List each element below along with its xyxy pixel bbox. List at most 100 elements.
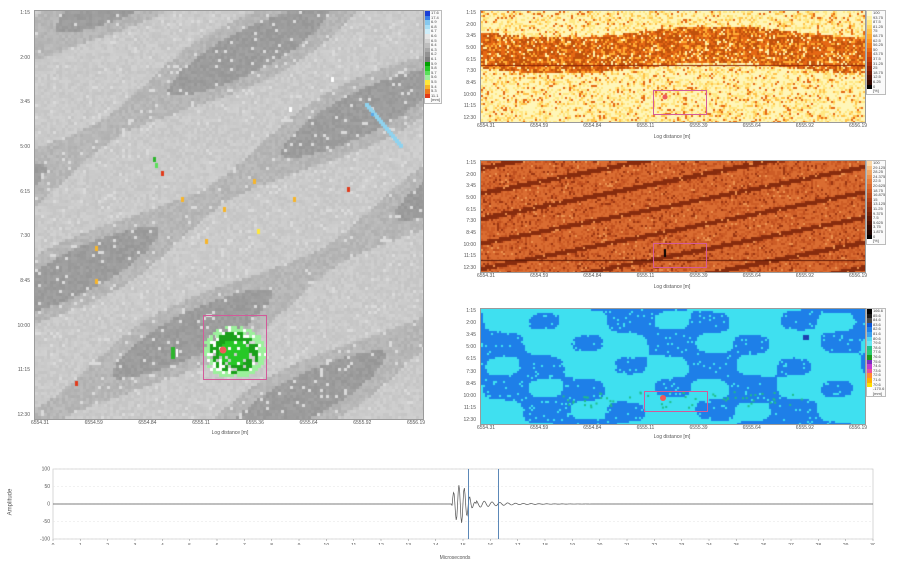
ttime-x-tick: 6555.92 — [795, 273, 814, 279]
waveform-x-tick: 9 — [298, 543, 301, 545]
ttime-canvas[interactable] — [481, 161, 865, 272]
amplitude-legend-label: 100 — [873, 10, 880, 15]
radius-legend-label: 80.6 — [873, 335, 881, 341]
ttime-legend-swatch — [867, 206, 872, 212]
amplitude-x-tick: 6555.92 — [795, 123, 814, 129]
waveform-x-tick: 13 — [406, 543, 412, 545]
amplitude-legend-label: [%] — [873, 88, 879, 94]
main-legend-label: 17.6 — [431, 10, 439, 15]
amplitude-legend-swatch — [867, 70, 872, 76]
radius-legend-entry: 81.6 — [867, 331, 885, 337]
main-legend-swatch — [425, 24, 430, 30]
main-legend-label: 5.9 — [431, 60, 437, 66]
amplitude-legend-entry: 31.25 — [867, 61, 885, 67]
main-x-tick: 6556.19 — [406, 420, 426, 426]
main-y-tick: 5:00 — [20, 144, 30, 150]
main-legend-entry: 6.4 — [425, 43, 441, 48]
main-legend-swatch — [425, 75, 430, 80]
amplitude-legend-swatch — [867, 79, 872, 85]
waveform-y-label: Amplitude — [7, 488, 14, 516]
radius-legend-label: 76.6 — [873, 353, 881, 359]
amplitude-x-tick: 6554.31 — [476, 123, 496, 129]
amplitude-x-tick: 6555.64 — [742, 123, 761, 129]
radius-legend-entry: -170.6 — [867, 386, 885, 392]
amplitude-legend-swatch — [867, 33, 872, 39]
amplitude-legend-label: 81.25 — [873, 23, 884, 29]
selection-box[interactable] — [203, 315, 267, 380]
ttime-legend-label: 22.5 — [873, 178, 881, 184]
waveform-y-tick: 100 — [42, 467, 51, 473]
amplitude-x-tick: 6556.19 — [848, 123, 868, 129]
waveform-x-tick: 21 — [624, 543, 630, 545]
ttime-x-tick: 6555.64 — [742, 273, 761, 279]
main-legend-label: 6.3 — [431, 46, 437, 52]
ttime-plot[interactable] — [480, 160, 866, 273]
waveform-x-tick: 1 — [79, 543, 82, 545]
ttime-legend-swatch — [867, 225, 872, 230]
amplitude-legend-label: 56.25 — [873, 42, 884, 48]
radius-canvas[interactable] — [481, 309, 865, 424]
main-legend-swatch — [425, 56, 430, 62]
ttime-legend-entry: 15 — [867, 197, 885, 203]
waveform-plot[interactable]: 100500-50-100012345678910111213141516171… — [25, 465, 875, 545]
main-legend-label: 6.1 — [431, 55, 437, 61]
waveform-x-tick: 14 — [433, 543, 439, 545]
radius-legend-entry: 71.6 — [867, 377, 885, 383]
main-legend-label: 6.7 — [431, 28, 437, 34]
main-plot[interactable] — [34, 10, 424, 420]
amplitude-legend-swatch — [867, 43, 872, 48]
waveform-y-tick: -50 — [43, 519, 50, 525]
radius-legend-entry: 82.6 — [867, 327, 885, 332]
main-legend-label: 5.8 — [431, 65, 437, 71]
amplitude-legend-entry: 87.5 — [867, 20, 885, 25]
amplitude-canvas[interactable] — [481, 11, 865, 122]
pin-marker-icon[interactable] — [219, 346, 227, 354]
ttime-y-tick: 12:30 — [463, 265, 476, 271]
ttime-x-label: Log distance [m] — [653, 284, 691, 290]
ttime-legend-label: 0 — [873, 233, 876, 239]
amplitude-selection-box[interactable] — [653, 90, 707, 115]
ttime-legend-swatch — [867, 229, 872, 235]
amplitude-legend-swatch — [867, 66, 872, 71]
main-legend-swatch — [425, 52, 430, 57]
main-legend-entry: 5.6 — [425, 75, 441, 80]
amplitude-x-label: Log distance [m] — [653, 134, 691, 140]
ttime-legend-swatch — [867, 165, 872, 171]
main-y-tick: 10:00 — [17, 322, 30, 329]
amplitude-legend-swatch — [867, 24, 872, 30]
radius-selection-box[interactable] — [644, 391, 708, 412]
radius-legend-entry: 74.6 — [867, 364, 885, 369]
amplitude-legend-label: 93.75 — [873, 14, 884, 20]
radius-legend-swatch — [867, 359, 872, 365]
amplitude-legend-entry: 68.75 — [867, 32, 885, 39]
amplitude-legend-label: 68.75 — [873, 32, 884, 38]
ttime-legend-entry: [%] — [867, 238, 885, 244]
ttime-y-tick: 1:15 — [466, 160, 476, 166]
main-legend-swatch — [425, 98, 430, 103]
radius-y-tick: 1:15 — [466, 308, 476, 314]
radius-legend-swatch — [867, 382, 872, 388]
main-legend-label: 5.7 — [431, 69, 437, 75]
main-image-canvas[interactable] — [35, 11, 423, 419]
radius-legend-label: 79.6 — [873, 340, 881, 346]
main-legend-swatch — [425, 15, 430, 21]
main-legend-label: 6.5 — [431, 37, 437, 43]
main-legend-entry: 5.4 — [425, 84, 441, 90]
ttime-y-tick: 8:45 — [466, 230, 476, 236]
amplitude-plot[interactable] — [480, 10, 866, 123]
waveform-y-tick: 0 — [47, 502, 50, 508]
amplitude-legend-label: 18.75 — [873, 69, 884, 75]
amplitude-legend-entry: 75 — [867, 29, 885, 34]
amplitude-pin-icon[interactable] — [662, 94, 668, 100]
radius-pin-icon[interactable] — [660, 395, 666, 401]
radius-legend-entry: 79.6 — [867, 341, 885, 346]
main-legend-label: 5.5 — [431, 78, 437, 84]
main-x-label: Log distance [m] — [211, 430, 249, 436]
radius-plot[interactable] — [480, 308, 866, 425]
main-legend-swatch — [425, 93, 430, 99]
ttime-legend-swatch — [867, 234, 872, 240]
main-legend-swatch — [425, 33, 430, 39]
main-legend-entry: 11.1 — [425, 93, 441, 99]
ttime-selection-box[interactable] — [653, 243, 707, 268]
main-x-tick: 6555.11 — [192, 420, 210, 426]
